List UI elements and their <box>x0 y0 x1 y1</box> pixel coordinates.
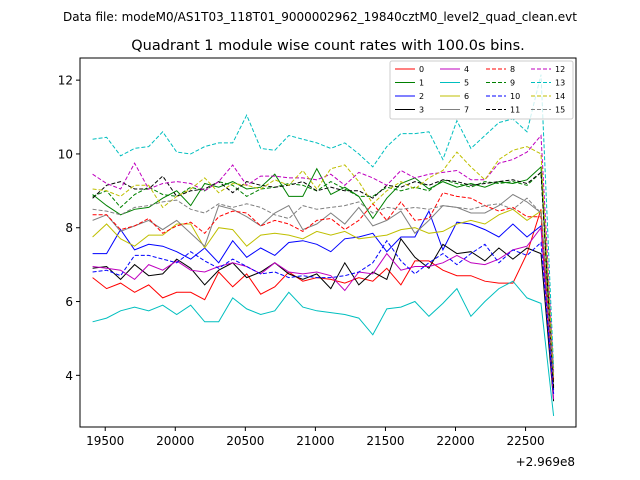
series-line-9 <box>92 171 555 387</box>
legend-label: 9 <box>510 79 515 88</box>
y-tick-label: 10 <box>58 147 73 161</box>
series-line-11 <box>92 171 555 389</box>
y-tick-label: 4 <box>65 369 73 383</box>
x-axis: 19500 20000 20500 21000 21500 22000 22500 <box>86 427 545 448</box>
legend-label: 11 <box>510 106 520 115</box>
legend-item-11: 11 <box>486 106 520 115</box>
legend-item-12: 12 <box>531 65 565 74</box>
y-tick-label: 6 <box>65 295 73 309</box>
legend-label: 15 <box>555 106 565 115</box>
legend-item-4: 4 <box>440 65 469 74</box>
series-line-12 <box>92 134 555 372</box>
legend-label: 0 <box>419 65 424 74</box>
legend-label: 2 <box>419 92 424 101</box>
legend-label: 6 <box>464 92 469 101</box>
series-layer <box>92 74 555 416</box>
legend-item-8: 8 <box>486 65 515 74</box>
x-tick-label: 21000 <box>296 434 334 448</box>
legend-item-9: 9 <box>486 79 515 88</box>
series-line-4 <box>92 226 555 400</box>
legend-label: 13 <box>555 79 565 88</box>
legend-label: 7 <box>464 106 469 115</box>
series-line-13 <box>92 74 555 369</box>
x-tick-label: 21500 <box>366 434 404 448</box>
legend-item-2: 2 <box>395 92 424 101</box>
legend-item-10: 10 <box>486 92 520 101</box>
legend-item-1: 1 <box>395 79 424 88</box>
legend-label: 8 <box>510 65 515 74</box>
x-tick-label: 20500 <box>226 434 264 448</box>
chart-title: Quadrant 1 module wise count rates with … <box>131 38 525 54</box>
series-line-8 <box>92 192 555 381</box>
legend-item-15: 15 <box>531 106 565 115</box>
legend-label: 3 <box>419 106 424 115</box>
series-line-7 <box>92 193 555 387</box>
legend-label: 10 <box>510 92 520 101</box>
x-tick-label: 22500 <box>506 434 544 448</box>
legend-label: 4 <box>464 65 469 74</box>
legend-item-0: 0 <box>395 65 424 74</box>
legend-label: 12 <box>555 65 565 74</box>
x-tick-label: 19500 <box>86 434 124 448</box>
series-line-1 <box>92 165 555 391</box>
x-tick-label: 20000 <box>156 434 194 448</box>
legend-item-3: 3 <box>395 106 424 115</box>
series-line-2 <box>92 209 555 394</box>
series-line-10 <box>92 239 555 394</box>
series-line-15 <box>92 197 555 378</box>
legend-item-7: 7 <box>440 106 469 115</box>
series-line-6 <box>92 208 555 383</box>
legend-item-14: 14 <box>531 92 565 101</box>
series-line-14 <box>92 146 555 376</box>
x-tick-label: 22000 <box>436 434 474 448</box>
legend-item-13: 13 <box>531 79 565 88</box>
y-tick-label: 12 <box>58 74 73 88</box>
legend-frame <box>389 60 574 120</box>
legend-label: 14 <box>555 92 565 101</box>
x-axis-offset-label: +2.969e8 <box>516 455 575 469</box>
legend-item-6: 6 <box>440 92 469 101</box>
series-line-0 <box>92 209 555 380</box>
data-file-suptitle: Data file: modeM0/AS1T03_118T01_90000029… <box>63 10 577 24</box>
y-axis: 4 6 8 10 12 <box>58 74 80 383</box>
series-line-3 <box>92 237 555 402</box>
plot-area-frame <box>79 57 577 428</box>
series-line-5 <box>92 280 555 416</box>
legend-label: 1 <box>419 79 424 88</box>
legend-item-5: 5 <box>440 79 469 88</box>
y-tick-label: 8 <box>65 221 73 235</box>
legend-label: 5 <box>464 79 469 88</box>
